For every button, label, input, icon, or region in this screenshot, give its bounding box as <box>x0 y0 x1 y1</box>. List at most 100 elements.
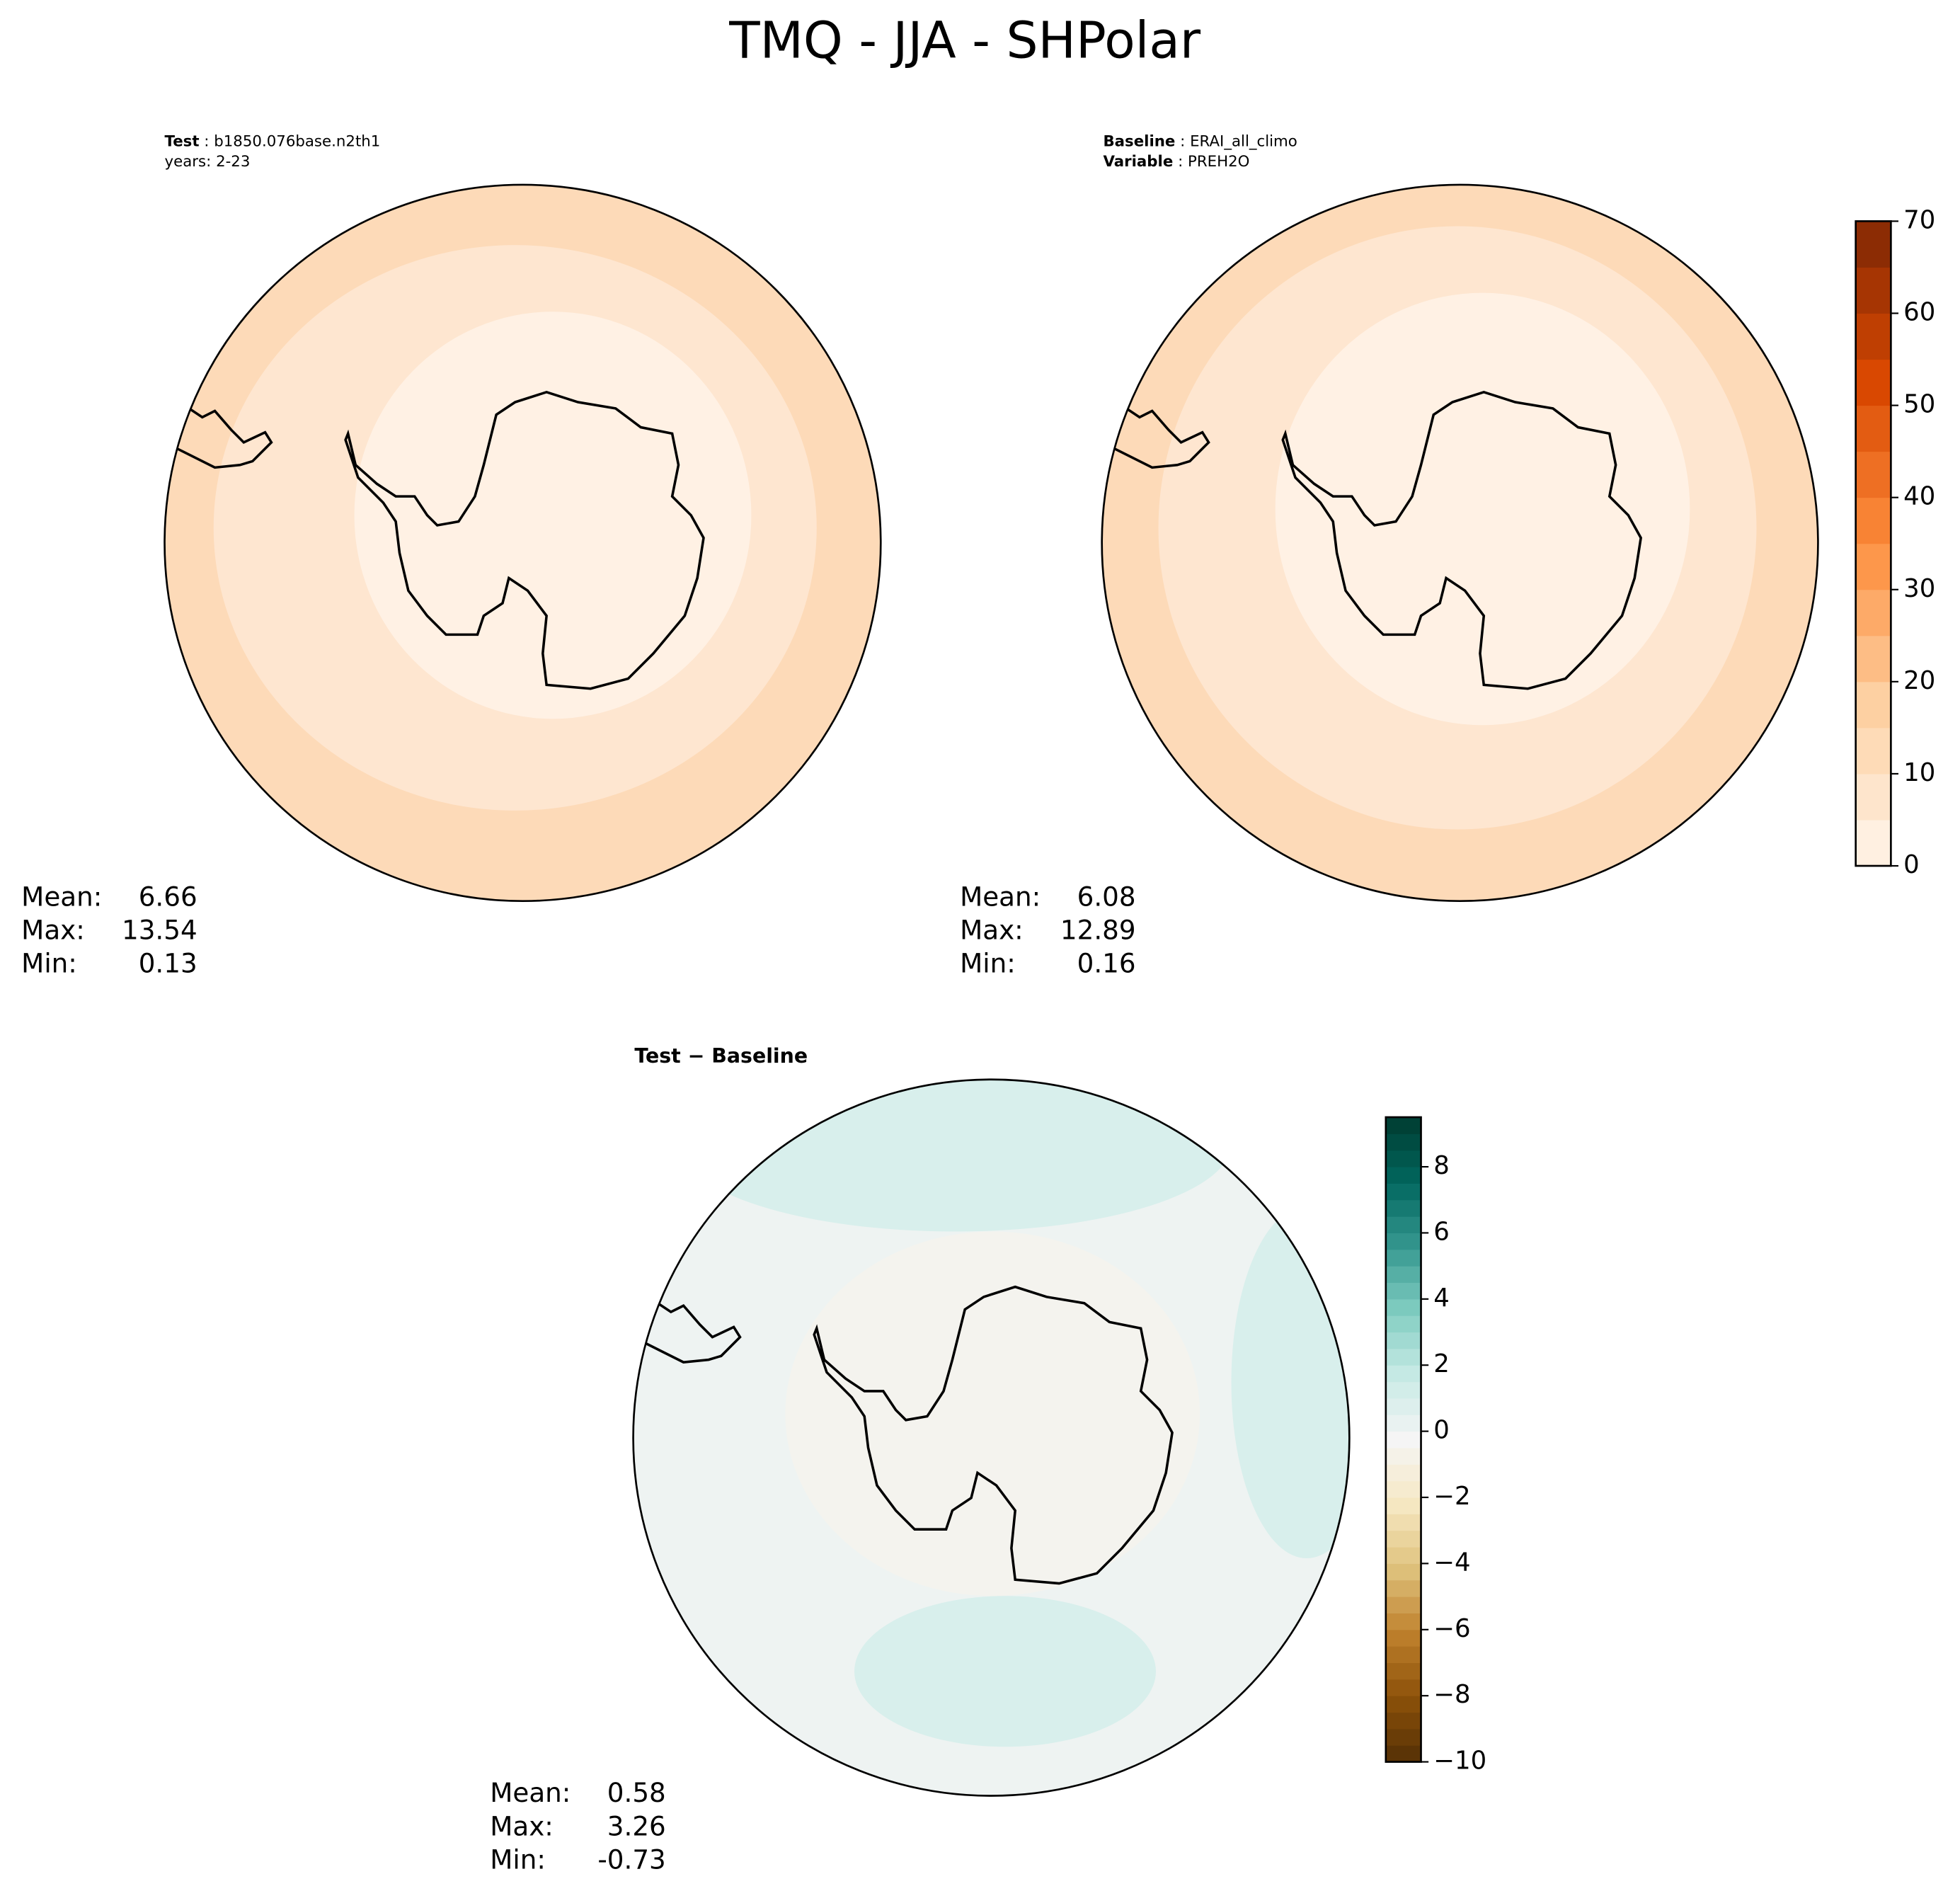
colorbar-tick-label: 6 <box>1433 1217 1450 1246</box>
stat-label: Max: <box>960 915 1024 946</box>
colorbar-band <box>1385 1150 1421 1167</box>
stat-label: Max: <box>490 1810 554 1841</box>
colorbar-band <box>1385 1728 1421 1746</box>
colorbar-tick-label: −8 <box>1433 1680 1470 1709</box>
colorbar-band <box>1385 1696 1421 1713</box>
colorbar-band <box>1385 1579 1421 1597</box>
colorbar-tick-label: 60 <box>1903 298 1935 327</box>
colorbar-band <box>1385 1563 1421 1581</box>
stat-label: Mean: <box>490 1777 571 1808</box>
stat-label: Mean: <box>21 881 102 913</box>
colorbar-band <box>1855 221 1891 268</box>
subtitle-part: Baseline <box>1103 133 1175 151</box>
colorbar-tick-label: 50 <box>1903 390 1935 419</box>
colorbar-band <box>1385 1497 1421 1514</box>
panel-subtitle: Test : b1850.076base.n2th1 <box>165 133 381 151</box>
colorbar-tick-label: 10 <box>1903 758 1935 787</box>
map-outline <box>164 183 1819 1797</box>
stat-value: 3.26 <box>607 1810 666 1841</box>
stat-value: 13.54 <box>122 915 197 946</box>
colorbar-band <box>1385 1431 1421 1449</box>
colorbar-band <box>1385 1447 1421 1465</box>
figure-title: TMQ - JJA - SHPolar <box>728 11 1201 70</box>
colorbar-tick-label: 30 <box>1903 574 1935 603</box>
colorbar-band <box>1385 1249 1421 1267</box>
colorbar-band <box>1385 1745 1421 1763</box>
colorbar-frame <box>1855 220 1892 867</box>
colorbar-band <box>1855 727 1891 775</box>
colorbar-band <box>1385 1712 1421 1730</box>
map-field <box>633 1079 1350 1796</box>
colorbar-band <box>1385 1381 1421 1399</box>
subtitle-part: Variable <box>1103 153 1173 171</box>
panel-subtitle: Variable : PREH2O <box>1103 153 1249 171</box>
colorbar-band <box>1855 451 1891 498</box>
colorbar-tick-label: 70 <box>1903 205 1935 234</box>
colorbar-band <box>1855 313 1891 360</box>
subtitle-part: years: 2-23 <box>165 153 251 171</box>
colorbar-band <box>1385 1662 1421 1680</box>
colorbar-band <box>1855 405 1891 452</box>
colorbar-band <box>1385 1547 1421 1564</box>
colorbar-band <box>1385 1613 1421 1630</box>
stat-label: Min: <box>960 948 1016 979</box>
subtitle-part: : ERAI_all_climo <box>1175 133 1297 151</box>
colorbar-band <box>1385 1233 1421 1250</box>
colorbar-band <box>1385 1183 1421 1201</box>
colorbar-band <box>1385 1348 1421 1366</box>
colorbar-tick-label: 0 <box>1433 1416 1450 1445</box>
colorbar-frame <box>1385 1116 1422 1763</box>
stat-value: 6.66 <box>139 881 197 913</box>
colorbar-band <box>1385 1117 1421 1134</box>
colorbar-band <box>1385 1415 1421 1432</box>
stat-label: Max: <box>21 915 85 946</box>
subtitle-part: Test <box>165 133 200 151</box>
colorbar-band <box>1385 1199 1421 1217</box>
stat-value: 0.13 <box>139 948 197 979</box>
colorbar-band <box>1855 497 1891 544</box>
colorbar-band <box>1385 1530 1421 1548</box>
colorbar-band <box>1385 1298 1421 1316</box>
panel-subtitle: years: 2-23 <box>165 153 251 171</box>
colorbar-tick-label: 8 <box>1433 1151 1450 1180</box>
colorbar-tick-label: 0 <box>1903 850 1920 879</box>
stat-value: 6.08 <box>1077 881 1136 913</box>
colorbar-band <box>1385 1679 1421 1696</box>
colorbar-band <box>1385 1216 1421 1233</box>
colorbar-tick-label: −6 <box>1433 1614 1470 1643</box>
colorbar-band <box>1385 1514 1421 1531</box>
colorbar-band <box>1385 1629 1421 1647</box>
colorbar-band <box>1855 635 1891 682</box>
stat-label: Min: <box>21 948 77 979</box>
colorbar-band <box>1385 1282 1421 1300</box>
colorbar-band <box>1855 359 1891 406</box>
colorbar-tick-label: −4 <box>1433 1548 1470 1577</box>
colorbar-band <box>1385 1365 1421 1383</box>
colorbar-band <box>1855 819 1891 867</box>
colorbar-band <box>1385 1480 1421 1498</box>
colorbar-tick-label: 20 <box>1903 666 1935 695</box>
colorbar-band <box>1385 1133 1421 1151</box>
colorbar-band <box>1385 1398 1421 1415</box>
colorbar-band <box>1855 681 1891 729</box>
colorbar-band <box>1385 1332 1421 1349</box>
colorbar-band <box>1385 1646 1421 1664</box>
colorbar-band <box>1385 1596 1421 1613</box>
colorbar-band <box>1855 773 1891 821</box>
colorbar-band <box>1385 1315 1421 1333</box>
map-field <box>1101 184 1818 901</box>
subtitle-part: : PREH2O <box>1173 153 1249 171</box>
stat-value: 12.89 <box>1060 915 1136 946</box>
colorbar-band <box>1855 543 1891 590</box>
panel-subtitle: Baseline : ERAI_all_climo <box>1103 133 1297 151</box>
stat-label: Mean: <box>960 881 1041 913</box>
colorbar-tick-label: 2 <box>1433 1349 1450 1378</box>
panel-title: Test − Baseline <box>634 1044 808 1068</box>
stat-value: 0.16 <box>1077 948 1136 979</box>
colorbar-band <box>1385 1266 1421 1284</box>
map-field <box>164 184 881 901</box>
colorbar-tick-label: 40 <box>1903 482 1935 511</box>
colorbar-tick-label: 4 <box>1433 1284 1450 1313</box>
colorbar-tick-label: −2 <box>1433 1482 1470 1511</box>
